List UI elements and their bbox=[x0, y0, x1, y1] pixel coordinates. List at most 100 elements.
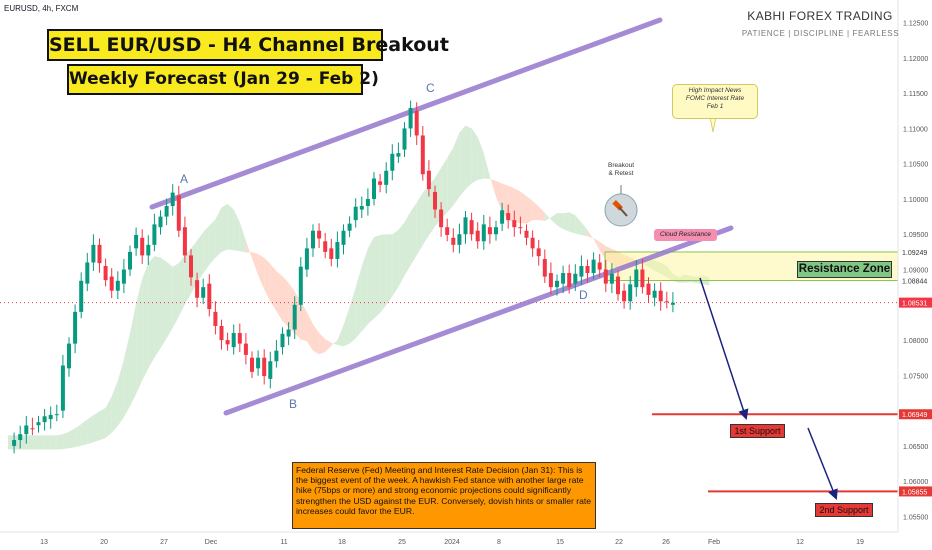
candle bbox=[329, 238, 334, 267]
candle bbox=[243, 333, 248, 365]
brand-motto: PATIENCE | DISCIPLINE | FEARLESS bbox=[741, 29, 900, 38]
candle bbox=[561, 265, 566, 294]
cloud-segment bbox=[136, 278, 143, 394]
candle bbox=[530, 230, 535, 257]
candle-body bbox=[304, 248, 309, 270]
candle bbox=[451, 228, 456, 253]
candle bbox=[591, 252, 596, 280]
candle-body bbox=[487, 227, 492, 235]
price-label-bg bbox=[899, 246, 932, 257]
candle bbox=[250, 351, 254, 379]
cloud-segment bbox=[178, 255, 185, 317]
candle-body bbox=[128, 251, 132, 270]
candle-body bbox=[243, 343, 248, 355]
candle-body bbox=[518, 227, 523, 229]
candle-body bbox=[481, 224, 486, 242]
channel-upper-line bbox=[149, 17, 663, 210]
candle bbox=[481, 214, 486, 250]
cloud-segment bbox=[306, 311, 313, 351]
candle bbox=[359, 196, 364, 219]
cloud-segment bbox=[471, 128, 478, 184]
cloud-segment bbox=[142, 263, 149, 381]
cloud-segment bbox=[32, 435, 39, 450]
candle bbox=[396, 142, 401, 163]
candle bbox=[152, 213, 157, 252]
pivot-label-b: B bbox=[289, 397, 298, 411]
x-tick-label: 13 bbox=[40, 539, 48, 546]
candle bbox=[658, 282, 663, 311]
candle bbox=[182, 216, 187, 263]
candle bbox=[494, 220, 498, 241]
candle bbox=[555, 274, 559, 296]
cloud-segment bbox=[69, 428, 76, 449]
x-tick-label: 15 bbox=[556, 539, 564, 546]
candle bbox=[323, 232, 328, 259]
candle bbox=[67, 337, 71, 377]
candlesticks bbox=[12, 100, 675, 454]
cloud-segment bbox=[160, 257, 167, 349]
cloud-segment bbox=[563, 212, 570, 232]
price-label: 1.08531 bbox=[902, 301, 927, 308]
candle bbox=[634, 260, 639, 297]
candle bbox=[573, 264, 578, 292]
candle bbox=[103, 258, 108, 287]
candle-body bbox=[646, 283, 651, 295]
cloud-segment bbox=[569, 212, 576, 234]
candle-body bbox=[445, 227, 450, 235]
candle bbox=[445, 218, 450, 242]
candle bbox=[146, 235, 151, 265]
price-label-bg bbox=[899, 409, 932, 420]
candle-body bbox=[30, 428, 35, 430]
candle-body bbox=[79, 280, 84, 312]
candle-body bbox=[506, 213, 511, 221]
cloud-segment bbox=[331, 340, 338, 346]
cloud-segment bbox=[526, 196, 533, 224]
candle bbox=[298, 257, 303, 312]
candle-body bbox=[109, 276, 114, 291]
price-channel bbox=[149, 17, 734, 416]
candle-body bbox=[85, 262, 90, 284]
candle bbox=[628, 275, 633, 310]
candle bbox=[280, 327, 285, 355]
cloud-segment bbox=[111, 380, 118, 433]
candle-body bbox=[103, 266, 108, 281]
candle-body bbox=[408, 107, 413, 129]
cloud-segment bbox=[148, 256, 155, 369]
candle-body bbox=[268, 361, 273, 379]
time-axis-bg bbox=[0, 532, 932, 550]
candle-body bbox=[42, 416, 47, 423]
chart-title: SELL EUR/USD - H4 Channel Breakout bbox=[47, 29, 449, 61]
candle bbox=[670, 292, 675, 313]
cloud-segment bbox=[276, 271, 283, 322]
x-tick-label: 27 bbox=[160, 539, 168, 546]
candle bbox=[292, 296, 297, 340]
candle bbox=[317, 223, 322, 249]
cloud-segment bbox=[514, 188, 521, 223]
channel-lower-line bbox=[223, 225, 734, 416]
candle-body bbox=[280, 333, 285, 348]
candle-body bbox=[512, 220, 517, 228]
candle-body bbox=[670, 302, 675, 305]
cloud-segment bbox=[75, 424, 82, 448]
price-axis-bg bbox=[898, 0, 932, 550]
cloud-segment bbox=[453, 132, 460, 206]
x-tick-label: 19 bbox=[856, 539, 864, 546]
cloud-segment bbox=[349, 287, 356, 344]
candle-body bbox=[420, 135, 425, 175]
candle-body bbox=[536, 248, 541, 257]
price-label-bg bbox=[899, 275, 932, 286]
candle bbox=[158, 210, 163, 235]
cloud-segment bbox=[593, 238, 600, 251]
y-tick-label: 1.06000 bbox=[903, 479, 928, 486]
candle bbox=[646, 277, 651, 303]
y-tick-label: 1.05500 bbox=[903, 514, 928, 521]
cloud-segment bbox=[477, 136, 484, 180]
news-callout: High Impact News FOMC Interest Rate Feb … bbox=[672, 84, 758, 119]
cloud-segment bbox=[587, 230, 594, 240]
cloud-segment bbox=[447, 147, 454, 213]
candle bbox=[384, 162, 389, 194]
cloud-segment bbox=[404, 211, 411, 276]
candle-body bbox=[311, 230, 315, 249]
y-tick-label: 1.11500 bbox=[903, 91, 928, 98]
candle-body bbox=[195, 280, 200, 298]
